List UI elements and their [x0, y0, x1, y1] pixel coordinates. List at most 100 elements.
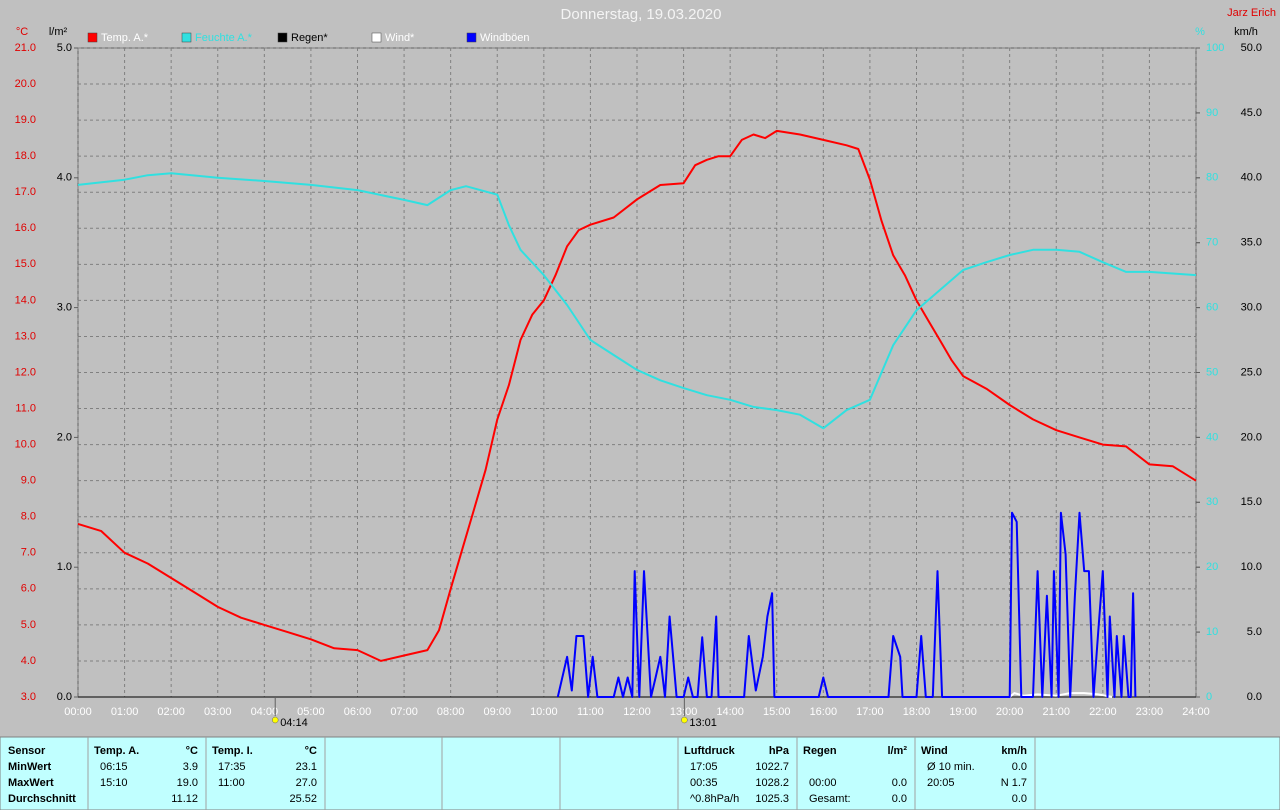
y-tick-label: 6.0 [21, 583, 36, 595]
x-tick-label: 13:00 [670, 706, 698, 718]
row-label: MinWert [8, 761, 52, 773]
y-tick-label: 14.0 [15, 294, 36, 306]
x-tick-label: 03:00 [204, 706, 232, 718]
axis-unit: % [1195, 26, 1205, 38]
y-tick-label: 2.0 [57, 431, 72, 443]
annotation-label: 04:14 [280, 717, 308, 729]
data-line [556, 511, 1137, 698]
cell-right: 3.9 [183, 761, 198, 773]
x-tick-label: 16:00 [810, 706, 838, 718]
x-tick-label: 12:00 [623, 706, 651, 718]
cell-right: 0.0 [892, 777, 907, 789]
cell-right: 1025.3 [755, 793, 789, 805]
cell-right: °C [186, 745, 198, 757]
x-tick-label: 04:00 [251, 706, 279, 718]
cell-right: 0.0 [892, 793, 907, 805]
y-tick-label: 7.0 [21, 547, 36, 559]
cell-left: Temp. I. [212, 745, 253, 757]
y-tick-label: 80 [1206, 172, 1218, 184]
cell-left: 15:10 [100, 777, 128, 789]
cell-left: 06:15 [100, 761, 128, 773]
legend-label: Feuchte A.* [195, 32, 253, 44]
y-tick-label: 20.0 [15, 78, 36, 90]
y-tick-label: 0 [1206, 691, 1212, 703]
cell-right: 11.12 [171, 793, 198, 805]
cell-right: hPa [769, 745, 790, 757]
x-tick-label: 20:00 [996, 706, 1024, 718]
x-tick-label: 22:00 [1089, 706, 1117, 718]
x-tick-label: 10:00 [530, 706, 558, 718]
cell-left: 17:05 [690, 761, 718, 773]
data-line [77, 129, 1197, 662]
y-tick-label: 0.0 [57, 691, 72, 703]
cell-right: 0.0 [1012, 793, 1027, 805]
y-tick-label: 3.0 [21, 691, 36, 703]
row-label: MaxWert [8, 777, 54, 789]
y-tick-label: 15.0 [1241, 496, 1262, 508]
y-tick-label: 40.0 [1241, 172, 1262, 184]
y-tick-label: 30 [1206, 496, 1218, 508]
y-tick-label: 4.0 [21, 655, 36, 667]
legend-label: Regen* [291, 32, 328, 44]
y-tick-label: 70 [1206, 237, 1218, 249]
y-tick-label: 17.0 [15, 186, 36, 198]
x-tick-label: 17:00 [856, 706, 884, 718]
cell-left: ^0.8hPa/h [690, 793, 739, 805]
stats-table [0, 736, 1280, 810]
row-label: Durchschnitt [8, 793, 76, 805]
x-tick-label: 14:00 [716, 706, 744, 718]
legend-label: Wind* [385, 32, 415, 44]
cell-left: Wind [921, 745, 948, 757]
y-tick-label: 11.0 [15, 402, 36, 414]
y-tick-label: 12.0 [15, 366, 36, 378]
x-tick-label: 00:00 [64, 706, 92, 718]
y-tick-label: 40 [1206, 431, 1218, 443]
cell-right: 23.1 [296, 761, 317, 773]
axis-unit: km/h [1234, 26, 1258, 38]
y-tick-label: 19.0 [15, 114, 36, 126]
y-tick-label: 10 [1206, 626, 1218, 638]
legend-swatch [466, 32, 477, 43]
x-tick-label: 11:00 [577, 706, 604, 718]
y-tick-label: 5.0 [1247, 626, 1262, 638]
axis-unit: °C [16, 26, 28, 38]
y-tick-label: 100 [1206, 42, 1224, 54]
row-label: Sensor [8, 745, 46, 757]
legend-swatch [371, 32, 382, 43]
y-tick-label: 60 [1206, 302, 1218, 314]
cell-left: Temp. A. [94, 745, 139, 757]
axis-unit: l/m² [49, 26, 68, 38]
y-tick-label: 20.0 [1241, 431, 1262, 443]
x-tick-label: 23:00 [1136, 706, 1164, 718]
legend-label: Windböen [480, 32, 530, 44]
sun-icon [271, 716, 279, 724]
y-tick-label: 50 [1206, 366, 1218, 378]
cell-right: °C [305, 745, 317, 757]
x-tick-label: 15:00 [763, 706, 791, 718]
legend-swatch [181, 32, 192, 43]
cell-left: Gesamt: [809, 793, 851, 805]
y-tick-label: 3.0 [57, 302, 72, 314]
y-tick-label: 35.0 [1241, 237, 1262, 249]
y-tick-label: 9.0 [21, 475, 36, 487]
cell-left: 11:00 [218, 777, 245, 789]
cell-left: 00:00 [809, 777, 837, 789]
cell-right: 0.0 [1012, 761, 1027, 773]
x-tick-label: 08:00 [437, 706, 465, 718]
legend-swatch [277, 32, 288, 43]
cell-right: l/m² [887, 745, 907, 757]
x-tick-label: 02:00 [157, 706, 185, 718]
y-tick-label: 90 [1206, 107, 1218, 119]
x-tick-label: 09:00 [483, 706, 511, 718]
cell-right: 1028.2 [755, 777, 789, 789]
y-tick-label: 8.0 [21, 511, 36, 523]
cell-right: 25.52 [289, 793, 317, 805]
data-line [77, 172, 1197, 430]
x-tick-label: 21:00 [1042, 706, 1070, 718]
cell-left: 17:35 [218, 761, 246, 773]
x-tick-label: 19:00 [949, 706, 977, 718]
y-tick-label: 20 [1206, 561, 1218, 573]
cell-left: Ø 10 min. [927, 761, 975, 773]
y-tick-label: 1.0 [57, 561, 72, 573]
